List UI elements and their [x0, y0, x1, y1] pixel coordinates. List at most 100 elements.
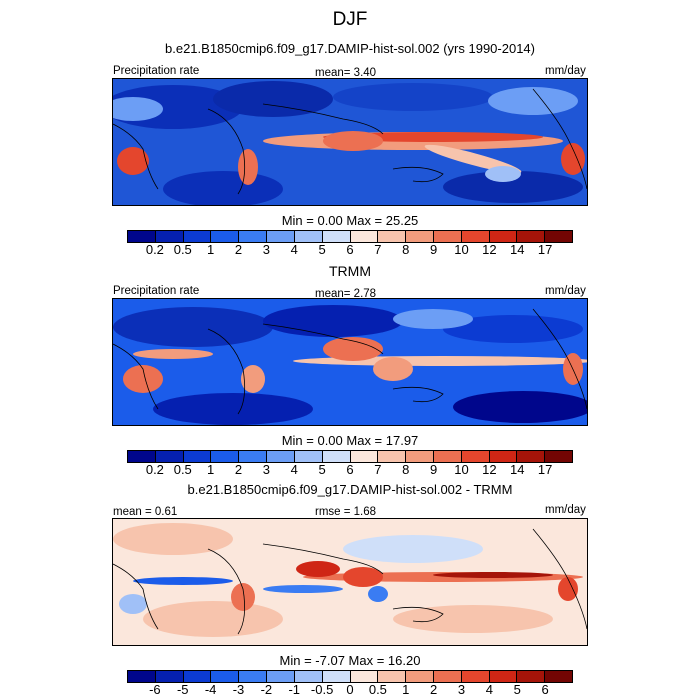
colorbar-tick-label: 0.5 — [173, 242, 192, 257]
colorbar-swatch — [545, 671, 572, 682]
colorbar-swatch — [545, 231, 572, 242]
colorbar-tick-label: 10 — [454, 242, 469, 257]
colorbar-tick-label: 17 — [537, 242, 553, 257]
colorbar-tick-label: 8 — [402, 242, 410, 257]
colorbar-swatch — [406, 671, 434, 682]
colorbar-swatch — [378, 451, 407, 462]
colorbar-tick-label: 5 — [318, 462, 326, 477]
colorbar-swatch — [211, 671, 240, 682]
colorbar-swatch — [545, 451, 572, 462]
colorbar-swatch — [406, 231, 434, 242]
colorbar-tick-label: -1 — [288, 682, 301, 697]
colorbar-tick-label: 4 — [485, 682, 493, 697]
colorbar-swatch — [155, 451, 184, 462]
colorbar-swatch — [267, 451, 295, 462]
colorbar-tick-label: 0.2 — [145, 462, 164, 477]
colorbar-swatch — [294, 671, 323, 682]
colorbar-swatch — [378, 671, 407, 682]
colorbar-swatch — [211, 451, 240, 462]
panel-obs-colorbar-ticks: 0.2 0.5 1 2 3 4 5 6 7 8 9 10 12 14 17 — [127, 462, 573, 478]
colorbar-swatch — [267, 231, 295, 242]
panel-diff-colorbar — [127, 670, 573, 683]
colorbar-swatch — [489, 671, 518, 682]
colorbar-swatch — [183, 231, 212, 242]
colorbar-tick-label: 5 — [318, 242, 326, 257]
colorbar-tick-label: 0 — [346, 682, 354, 697]
colorbar-tick-label: 0.2 — [145, 242, 164, 257]
colorbar-tick-label: 14 — [510, 242, 525, 257]
colorbar-tick-label: 5 — [513, 682, 521, 697]
panel-diff-colorbar-ticks: -6 -5 -4 -3 -2 -1 -0.5 0 0.5 1 2 3 4 5 6 — [127, 682, 573, 698]
panel-model-left-label: Precipitation rate — [113, 65, 200, 77]
panel-model-units: mm/day — [545, 65, 586, 77]
panel-model-colorbar-ticks: 0.2 0.5 1 2 3 4 5 6 7 8 9 10 12 14 17 — [127, 242, 573, 258]
colorbar-tick-label: 4 — [290, 242, 298, 257]
colorbar-tick-label: -4 — [204, 682, 217, 697]
panel-model-map — [112, 78, 588, 206]
colorbar-tick-label: -0.5 — [310, 682, 334, 697]
colorbar-tick-label: 7 — [374, 242, 382, 257]
panel-model-minmax: Min = 0.00 Max = 25.25 — [281, 213, 419, 228]
colorbar-tick-label: 2 — [234, 242, 243, 257]
colorbar-swatch — [322, 231, 351, 242]
colorbar-swatch — [211, 231, 240, 242]
colorbar-swatch — [128, 671, 156, 682]
colorbar-tick-label: 10 — [454, 462, 469, 477]
colorbar-swatch — [433, 671, 462, 682]
panel-obs-heading: TRMM — [329, 263, 371, 279]
colorbar-tick-label: 12 — [482, 242, 497, 257]
colorbar-swatch — [489, 231, 518, 242]
colorbar-swatch — [350, 671, 379, 682]
colorbar-tick-label: 12 — [482, 462, 497, 477]
panel-diff-minmax: Min = -7.07 Max = 16.20 — [279, 653, 421, 668]
colorbar-swatch — [239, 671, 268, 682]
colorbar-swatch — [517, 231, 546, 242]
colorbar-swatch — [433, 231, 462, 242]
colorbar-swatch — [322, 671, 351, 682]
colorbar-swatch — [350, 451, 379, 462]
colorbar-swatch — [239, 451, 268, 462]
colorbar-tick-label: 2 — [234, 462, 243, 477]
colorbar-tick-label: 9 — [430, 462, 438, 477]
colorbar-swatch — [183, 451, 212, 462]
colorbar-swatch — [350, 231, 379, 242]
panel-diff-heading: b.e21.B1850cmip6.f09_g17.DAMIP-hist-sol.… — [187, 482, 513, 497]
colorbar-tick-label: 6 — [346, 462, 354, 477]
panel-obs-left-label: Precipitation rate — [113, 285, 200, 297]
panel-obs-map — [112, 298, 588, 426]
colorbar-tick-label: 9 — [430, 242, 438, 257]
panel-obs-units: mm/day — [545, 285, 586, 297]
colorbar-swatch — [517, 451, 546, 462]
colorbar-swatch — [155, 671, 184, 682]
colorbar-swatch — [406, 451, 434, 462]
colorbar-swatch — [461, 451, 490, 462]
colorbar-swatch — [322, 451, 351, 462]
panel-model-mean-label: mean= 3.40 — [315, 67, 377, 79]
panel-diff-mean-label: mean = 0.61 — [113, 506, 178, 518]
colorbar-swatch — [433, 451, 462, 462]
colorbar-tick-label: 14 — [510, 462, 525, 477]
colorbar-swatch — [461, 231, 490, 242]
colorbar-tick-label: 2 — [430, 682, 438, 697]
colorbar-tick-label: -2 — [260, 682, 273, 697]
panel-model-heading: b.e21.B1850cmip6.f09_g17.DAMIP-hist-sol.… — [165, 41, 535, 56]
colorbar-tick-label: 3 — [457, 682, 466, 697]
panel-obs-minmax: Min = 0.00 Max = 17.97 — [281, 433, 419, 448]
colorbar-tick-label: 3 — [262, 462, 270, 477]
panel-model-colorbar — [127, 230, 573, 243]
colorbar-swatch — [378, 231, 407, 242]
colorbar-tick-label: 6 — [541, 682, 549, 697]
colorbar-tick-label: 1 — [207, 242, 215, 257]
colorbar-tick-label: 3 — [262, 242, 270, 257]
colorbar-tick-label: 8 — [402, 462, 410, 477]
colorbar-swatch — [155, 231, 184, 242]
panel-diff-map — [112, 518, 588, 646]
colorbar-tick-label: 6 — [346, 242, 354, 257]
colorbar-tick-label: -3 — [232, 682, 245, 697]
colorbar-tick-label: 7 — [374, 462, 382, 477]
panel-diff-rmse-label: rmse = 1.68 — [315, 506, 377, 518]
colorbar-tick-label: -6 — [149, 682, 161, 697]
panel-obs-colorbar — [127, 450, 573, 463]
panel-obs-mean-label: mean= 2.78 — [315, 288, 377, 300]
colorbar-tick-label: 17 — [537, 462, 553, 477]
